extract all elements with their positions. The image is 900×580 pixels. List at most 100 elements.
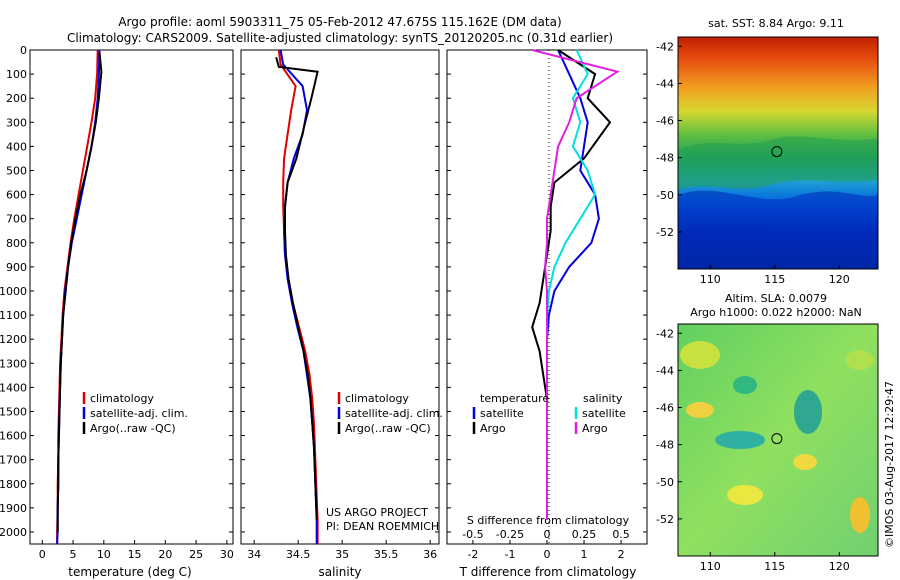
depth-tick-label: 2000 <box>0 526 27 539</box>
temperature-x-axis: 0 5 10 15 20 25 30 <box>39 540 234 561</box>
depth-tick-label: 0 <box>20 44 27 57</box>
sla-map-frame <box>677 323 879 557</box>
s-tick-label: 0.5 <box>612 528 630 541</box>
series-line-argo-raw-qc- <box>275 56 319 520</box>
series-line-argo-raw-qc- <box>56 52 103 532</box>
legend-s-argo: Argo <box>582 422 608 435</box>
series-line-climatology <box>277 49 319 544</box>
salinity-panel-frame <box>240 49 440 545</box>
map-y-tick-label: -48 <box>656 152 674 165</box>
salinity-x-axis: 34 34.5 35 35.5 36 <box>247 540 437 561</box>
legend-t-argo: Argo <box>480 422 506 435</box>
map-x-tick-label: 115 <box>764 560 785 573</box>
x-tick-label: 0 <box>39 548 46 561</box>
x-tick-label: -1 <box>504 548 515 561</box>
t-difference-label: T difference from climatology <box>459 565 637 579</box>
sst-map-axes: 110 115 120 -42 -44 -46 -48 -50 -52 <box>656 40 850 286</box>
argo-position-marker <box>771 433 783 445</box>
sla-anomaly <box>846 350 874 370</box>
s-tick-label: -0.5 <box>462 528 483 541</box>
map-y-tick-label: -48 <box>656 439 674 452</box>
map-y-tick-label: -52 <box>656 513 674 526</box>
pi-annotation: PI: DEAN ROEMMICH <box>326 520 439 533</box>
difference-legend: temperature salinity satellite Argo sate… <box>472 392 626 435</box>
header-line-1: Argo profile: aoml 5903311_75 05-Feb-201… <box>118 15 561 29</box>
x-tick-label: -2 <box>467 548 478 561</box>
map-y-tick-label: -44 <box>656 77 674 90</box>
argo-position-marker <box>771 146 783 158</box>
map-x-tick-label: 110 <box>700 560 721 573</box>
x-tick-label: 0 <box>544 548 551 561</box>
x-tick-label: 36 <box>423 548 437 561</box>
map-y-tick-label: -46 <box>656 115 674 128</box>
sla-map-axes: 110 115 120 -42 -44 -46 -48 -50 -52 <box>656 327 850 573</box>
series-line-climatology <box>56 49 99 544</box>
s-tick-label: 0 <box>544 528 551 541</box>
depth-tick-label: 1300 <box>0 357 27 370</box>
depth-tick-label: 900 <box>6 261 27 274</box>
x-tick-label: 30 <box>220 548 234 561</box>
depth-tick-label: 1600 <box>0 430 27 443</box>
difference-series <box>531 49 620 520</box>
map-y-tick-label: -42 <box>656 327 674 340</box>
depth-tick-label: 600 <box>6 189 27 202</box>
depth-tick-label: 1800 <box>0 478 27 491</box>
x-tick-label: 15 <box>128 548 142 561</box>
depth-tick-label: 300 <box>6 116 27 129</box>
series-line-satellite-adj-clim- <box>279 49 318 544</box>
sla-anomaly <box>715 431 765 449</box>
legend-argo: Argo(..raw -QC) <box>90 422 176 435</box>
header-line-2: Climatology: CARS2009. Satellite-adjuste… <box>67 31 613 45</box>
x-tick-label: 35 <box>335 548 349 561</box>
series-line-satellite <box>546 49 600 520</box>
map-x-tick-label: 115 <box>764 273 785 286</box>
sst-front <box>678 136 878 190</box>
legend-satellite: satellite-adj. clim. <box>90 407 188 420</box>
x-tick-label: 34.5 <box>286 548 311 561</box>
legend-satellite: satellite-adj. clim. <box>345 407 443 420</box>
depth-tick-label: 500 <box>6 164 27 177</box>
sst-map-frame <box>677 36 879 270</box>
sla-anomaly <box>727 485 763 505</box>
depth-tick-label: 1100 <box>0 309 27 322</box>
salinity-legend: climatology satellite-adj. clim. Argo(..… <box>337 392 443 435</box>
x-tick-label: 34 <box>247 548 261 561</box>
depth-tick-label: 1200 <box>0 333 27 346</box>
temperature-x-label: temperature (deg C) <box>68 565 191 579</box>
temperature-legend: climatology satellite-adj. clim. Argo(..… <box>82 392 188 435</box>
difference-x-axis: -2 -1 0 1 2 <box>467 540 625 561</box>
x-tick-label: 25 <box>189 548 203 561</box>
map-y-tick-label: -42 <box>656 40 674 53</box>
legend-t-satellite: satellite <box>480 407 524 420</box>
map-x-tick-label: 120 <box>829 273 850 286</box>
project-annotation: US ARGO PROJECT <box>326 506 428 519</box>
depth-tick-label: 1700 <box>0 454 27 467</box>
depth-tick-label: 1900 <box>0 502 27 515</box>
salinity-series <box>275 49 319 544</box>
series-line-argo <box>531 49 620 520</box>
s-difference-top-axis: -0.5 -0.25 0 0.25 0.5 <box>462 528 630 541</box>
sla-anomaly <box>793 454 817 470</box>
legend-title-temperature: temperature <box>480 392 549 405</box>
x-tick-label: 5 <box>70 548 77 561</box>
map-x-tick-label: 110 <box>700 273 721 286</box>
map-y-tick-label: -52 <box>656 226 674 239</box>
x-tick-label: 35.5 <box>374 548 399 561</box>
depth-axis: 0 100 200 300 400 500 600 700 800 900 1000 1100 1200… <box>0 44 647 539</box>
footer-credit: ©IMOS 03-Aug-2017 12:29:47 <box>883 381 896 548</box>
depth-tick-label: 700 <box>6 213 27 226</box>
depth-tick-label: 400 <box>6 140 27 153</box>
sla-anomaly <box>850 497 870 533</box>
map-y-tick-label: -46 <box>656 402 674 415</box>
legend-title-salinity: salinity <box>583 392 623 405</box>
sst-map <box>678 37 878 269</box>
depth-tick-label: 1400 <box>0 381 27 394</box>
map-x-tick-label: 120 <box>829 560 850 573</box>
map-y-tick-label: -50 <box>656 476 674 489</box>
s-tick-label: -0.25 <box>496 528 524 541</box>
x-tick-label: 1 <box>581 548 588 561</box>
map-y-tick-label: -50 <box>656 189 674 202</box>
x-tick-label: 20 <box>158 548 172 561</box>
legend-climatology: climatology <box>90 392 154 405</box>
depth-tick-label: 1500 <box>0 405 27 418</box>
